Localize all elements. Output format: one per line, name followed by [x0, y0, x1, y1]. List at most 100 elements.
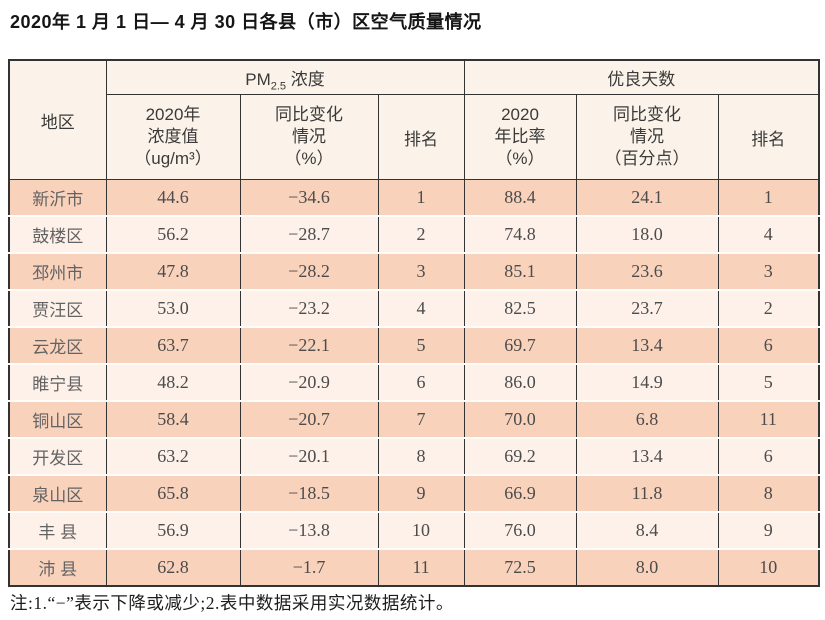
- cell-region: 贾汪区: [8, 289, 106, 327]
- table-row: 邳州市 47.8 −28.2 3 85.1 23.6 3: [8, 252, 820, 290]
- air-quality-table: 地区 PM2.5 浓度 优良天数 2020年 浓度值 （ug/m³） 同比变化 …: [8, 59, 821, 587]
- cell-pm25-change: −20.1: [239, 437, 378, 475]
- pm25-label-subscript: 2.5: [270, 80, 287, 93]
- cell-pm25-value: 47.8: [105, 252, 240, 290]
- cell-pm25-rank: 10: [377, 511, 464, 549]
- cell-pm25-change: −20.7: [239, 400, 378, 438]
- col-header-pm25-value: 2020年 浓度值 （ug/m³）: [105, 94, 240, 180]
- cell-good-rank: 1: [717, 179, 820, 216]
- cell-region: 丰 县: [8, 511, 106, 549]
- cell-pm25-change: −34.6: [239, 179, 378, 216]
- col-header-pm25-change: 同比变化 情况 （%）: [239, 94, 378, 180]
- table-body: 新沂市 44.6 −34.6 1 88.4 24.1 1 鼓楼区 56.2 −28.7 2 74.8…: [8, 179, 820, 586]
- cell-pm25-value: 58.4: [105, 400, 240, 438]
- col-group-good-days: 优良天数: [463, 60, 820, 95]
- col-header-good-rate: 2020 年比率 （%）: [463, 94, 576, 180]
- cell-good-rank: 6: [717, 326, 820, 364]
- cell-good-change: 8.0: [575, 548, 718, 586]
- table-row: 鼓楼区 56.2 −28.7 2 74.8 18.0 4: [8, 215, 820, 253]
- cell-region: 邳州市: [8, 252, 106, 290]
- header-group-row: 地区 PM2.5 浓度 优良天数: [8, 60, 820, 180]
- cell-pm25-rank: 11: [377, 548, 464, 586]
- cell-good-rate: 69.2: [463, 437, 576, 475]
- cell-pm25-change: −28.2: [239, 252, 378, 290]
- col-header-good-change: 同比变化 情况 （百分点）: [575, 94, 718, 180]
- cell-good-change: 11.8: [575, 474, 718, 512]
- cell-pm25-rank: 9: [377, 474, 464, 512]
- cell-pm25-rank: 2: [377, 215, 464, 253]
- cell-pm25-value: 53.0: [105, 289, 240, 327]
- cell-pm25-change: −18.5: [239, 474, 378, 512]
- cell-good-rank: 10: [717, 548, 820, 586]
- cell-region: 开发区: [8, 437, 106, 475]
- cell-region: 新沂市: [8, 179, 106, 216]
- cell-good-rate: 74.8: [463, 215, 576, 253]
- cell-good-change: 8.4: [575, 511, 718, 549]
- cell-good-rank: 4: [717, 215, 820, 253]
- col-header-good-rank: 排名: [717, 94, 820, 180]
- cell-good-change: 18.0: [575, 215, 718, 253]
- cell-pm25-value: 56.2: [105, 215, 240, 253]
- cell-pm25-value: 56.9: [105, 511, 240, 549]
- cell-good-rate: 69.7: [463, 326, 576, 364]
- cell-good-rate: 86.0: [463, 363, 576, 401]
- table-row: 开发区 63.2 −20.1 8 69.2 13.4 6: [8, 437, 820, 475]
- cell-good-rank: 3: [717, 252, 820, 290]
- cell-pm25-rank: 7: [377, 400, 464, 438]
- footnote: 注:1.“−”表示下降或减少;2.表中数据采用实况数据统计。: [10, 593, 454, 613]
- cell-pm25-rank: 8: [377, 437, 464, 475]
- cell-pm25-value: 62.8: [105, 548, 240, 586]
- cell-pm25-value: 65.8: [105, 474, 240, 512]
- table-row: 云龙区 63.7 −22.1 5 69.7 13.4 6: [8, 326, 820, 364]
- cell-pm25-change: −28.7: [239, 215, 378, 253]
- cell-good-rate: 76.0: [463, 511, 576, 549]
- cell-good-rank: 6: [717, 437, 820, 475]
- cell-pm25-value: 44.6: [105, 179, 240, 216]
- cell-good-change: 6.8: [575, 400, 718, 438]
- cell-good-change: 24.1: [575, 179, 718, 216]
- table-row: 新沂市 44.6 −34.6 1 88.4 24.1 1: [8, 179, 820, 216]
- cell-pm25-rank: 6: [377, 363, 464, 401]
- cell-good-rate: 88.4: [463, 179, 576, 216]
- cell-pm25-rank: 1: [377, 179, 464, 216]
- cell-good-change: 23.6: [575, 252, 718, 290]
- cell-pm25-rank: 5: [377, 326, 464, 364]
- cell-good-rate: 85.1: [463, 252, 576, 290]
- header-sub-row: 2020年 浓度值 （ug/m³） 同比变化 情况 （%） 排名 2020 年比…: [9, 94, 820, 180]
- cell-pm25-value: 63.7: [105, 326, 240, 364]
- cell-good-change: 23.7: [575, 289, 718, 327]
- cell-region: 泉山区: [8, 474, 106, 512]
- table-row: 铜山区 58.4 −20.7 7 70.0 6.8 11: [8, 400, 820, 438]
- page-title: 2020年 1 月 1 日— 4 月 30 日各县（市）区空气质量情况: [10, 12, 482, 32]
- cell-good-change: 13.4: [575, 326, 718, 364]
- cell-good-rate: 66.9: [463, 474, 576, 512]
- cell-good-rate: 82.5: [463, 289, 576, 327]
- cell-good-rate: 72.5: [463, 548, 576, 586]
- cell-region: 铜山区: [8, 400, 106, 438]
- cell-good-change: 14.9: [575, 363, 718, 401]
- cell-pm25-value: 63.2: [105, 437, 240, 475]
- cell-good-rank: 8: [717, 474, 820, 512]
- cell-pm25-change: −13.8: [239, 511, 378, 549]
- cell-region: 沛 县: [8, 548, 106, 586]
- cell-pm25-rank: 4: [377, 289, 464, 327]
- cell-good-rank: 5: [717, 363, 820, 401]
- cell-pm25-change: −23.2: [239, 289, 378, 327]
- cell-good-rank: 9: [717, 511, 820, 549]
- pm25-label-suffix: 浓度: [286, 70, 325, 89]
- cell-pm25-change: −1.7: [239, 548, 378, 586]
- cell-good-change: 13.4: [575, 437, 718, 475]
- cell-region: 云龙区: [8, 326, 106, 364]
- table-row: 贾汪区 53.0 −23.2 4 82.5 23.7 2: [8, 289, 820, 327]
- col-header-pm25-rank: 排名: [377, 94, 464, 180]
- table-row: 睢宁县 48.2 −20.9 6 86.0 14.9 5: [8, 363, 820, 401]
- table-row: 丰 县 56.9 −13.8 10 76.0 8.4 9: [8, 511, 820, 549]
- col-header-region: 地区: [8, 60, 106, 180]
- cell-pm25-value: 48.2: [105, 363, 240, 401]
- cell-good-rate: 70.0: [463, 400, 576, 438]
- cell-region: 睢宁县: [8, 363, 106, 401]
- cell-pm25-rank: 3: [377, 252, 464, 290]
- table-row: 泉山区 65.8 −18.5 9 66.9 11.8 8: [8, 474, 820, 512]
- cell-good-rank: 11: [717, 400, 820, 438]
